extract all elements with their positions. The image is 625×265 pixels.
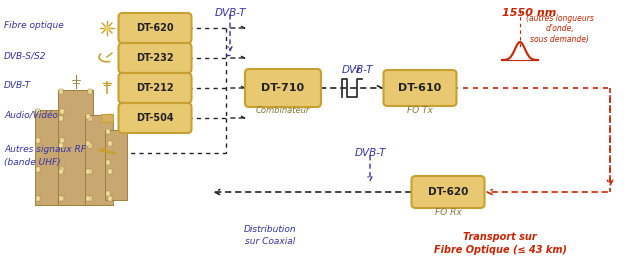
Bar <box>35 110 65 205</box>
Text: DT-620: DT-620 <box>428 187 468 197</box>
Bar <box>88 143 92 148</box>
Bar <box>106 160 110 165</box>
Bar <box>86 196 90 201</box>
Bar <box>85 115 113 205</box>
Text: (bande UHF): (bande UHF) <box>4 158 61 167</box>
Bar <box>86 169 90 174</box>
FancyBboxPatch shape <box>119 73 191 103</box>
Bar <box>59 116 63 121</box>
Text: DVB-T: DVB-T <box>341 65 373 75</box>
Text: Distribution
sur Coaxial: Distribution sur Coaxial <box>244 225 296 246</box>
Text: Fibre optique: Fibre optique <box>4 21 64 30</box>
Text: DT-212: DT-212 <box>136 83 174 93</box>
Bar <box>105 130 127 200</box>
Bar <box>86 141 90 146</box>
Text: DT-610: DT-610 <box>398 83 442 93</box>
Text: Autres signaux RF: Autres signaux RF <box>4 145 86 154</box>
Bar <box>60 138 64 143</box>
FancyBboxPatch shape <box>384 70 456 106</box>
Bar <box>108 114 112 119</box>
Text: DVB-T: DVB-T <box>214 8 246 18</box>
Bar <box>101 114 113 122</box>
Text: FO Rx: FO Rx <box>434 208 461 217</box>
Bar <box>88 169 92 174</box>
Text: DVB-S/S2: DVB-S/S2 <box>4 51 46 60</box>
FancyBboxPatch shape <box>411 176 484 208</box>
Text: DT-504: DT-504 <box>136 113 174 123</box>
Bar <box>108 141 112 146</box>
Text: Combinateur: Combinateur <box>256 106 310 115</box>
Bar <box>60 196 64 201</box>
Bar <box>60 109 64 114</box>
Text: Transport sur
Fibre Optique (≤ 43 km): Transport sur Fibre Optique (≤ 43 km) <box>434 232 566 255</box>
Bar <box>86 114 90 119</box>
Bar <box>108 169 112 174</box>
Text: DT-232: DT-232 <box>136 53 174 63</box>
Text: Audio/Vidéo: Audio/Vidéo <box>4 112 58 121</box>
Bar <box>59 169 63 174</box>
Bar <box>88 116 92 121</box>
Text: DT-710: DT-710 <box>261 83 304 93</box>
FancyBboxPatch shape <box>119 13 191 43</box>
FancyBboxPatch shape <box>119 103 191 133</box>
Text: DVB-T: DVB-T <box>354 148 386 158</box>
Bar <box>106 191 110 196</box>
Text: (autres longueurs
d’onde,
sous demande): (autres longueurs d’onde, sous demande) <box>526 14 594 44</box>
Bar <box>88 89 92 94</box>
Bar <box>36 138 40 143</box>
Bar <box>36 196 40 201</box>
Text: DVB-T: DVB-T <box>4 82 31 91</box>
Bar <box>36 167 40 172</box>
Text: 1550 nm: 1550 nm <box>502 8 556 18</box>
Bar <box>59 89 63 94</box>
Bar <box>36 109 40 114</box>
Bar <box>59 196 63 201</box>
Bar <box>108 196 112 201</box>
Bar <box>106 129 110 134</box>
Bar <box>88 196 92 201</box>
Bar <box>60 167 64 172</box>
Text: DT-620: DT-620 <box>136 23 174 33</box>
Bar <box>59 143 63 148</box>
FancyBboxPatch shape <box>245 69 321 107</box>
Bar <box>58 90 93 205</box>
Text: FO Tx: FO Tx <box>407 106 433 115</box>
FancyBboxPatch shape <box>119 43 191 73</box>
